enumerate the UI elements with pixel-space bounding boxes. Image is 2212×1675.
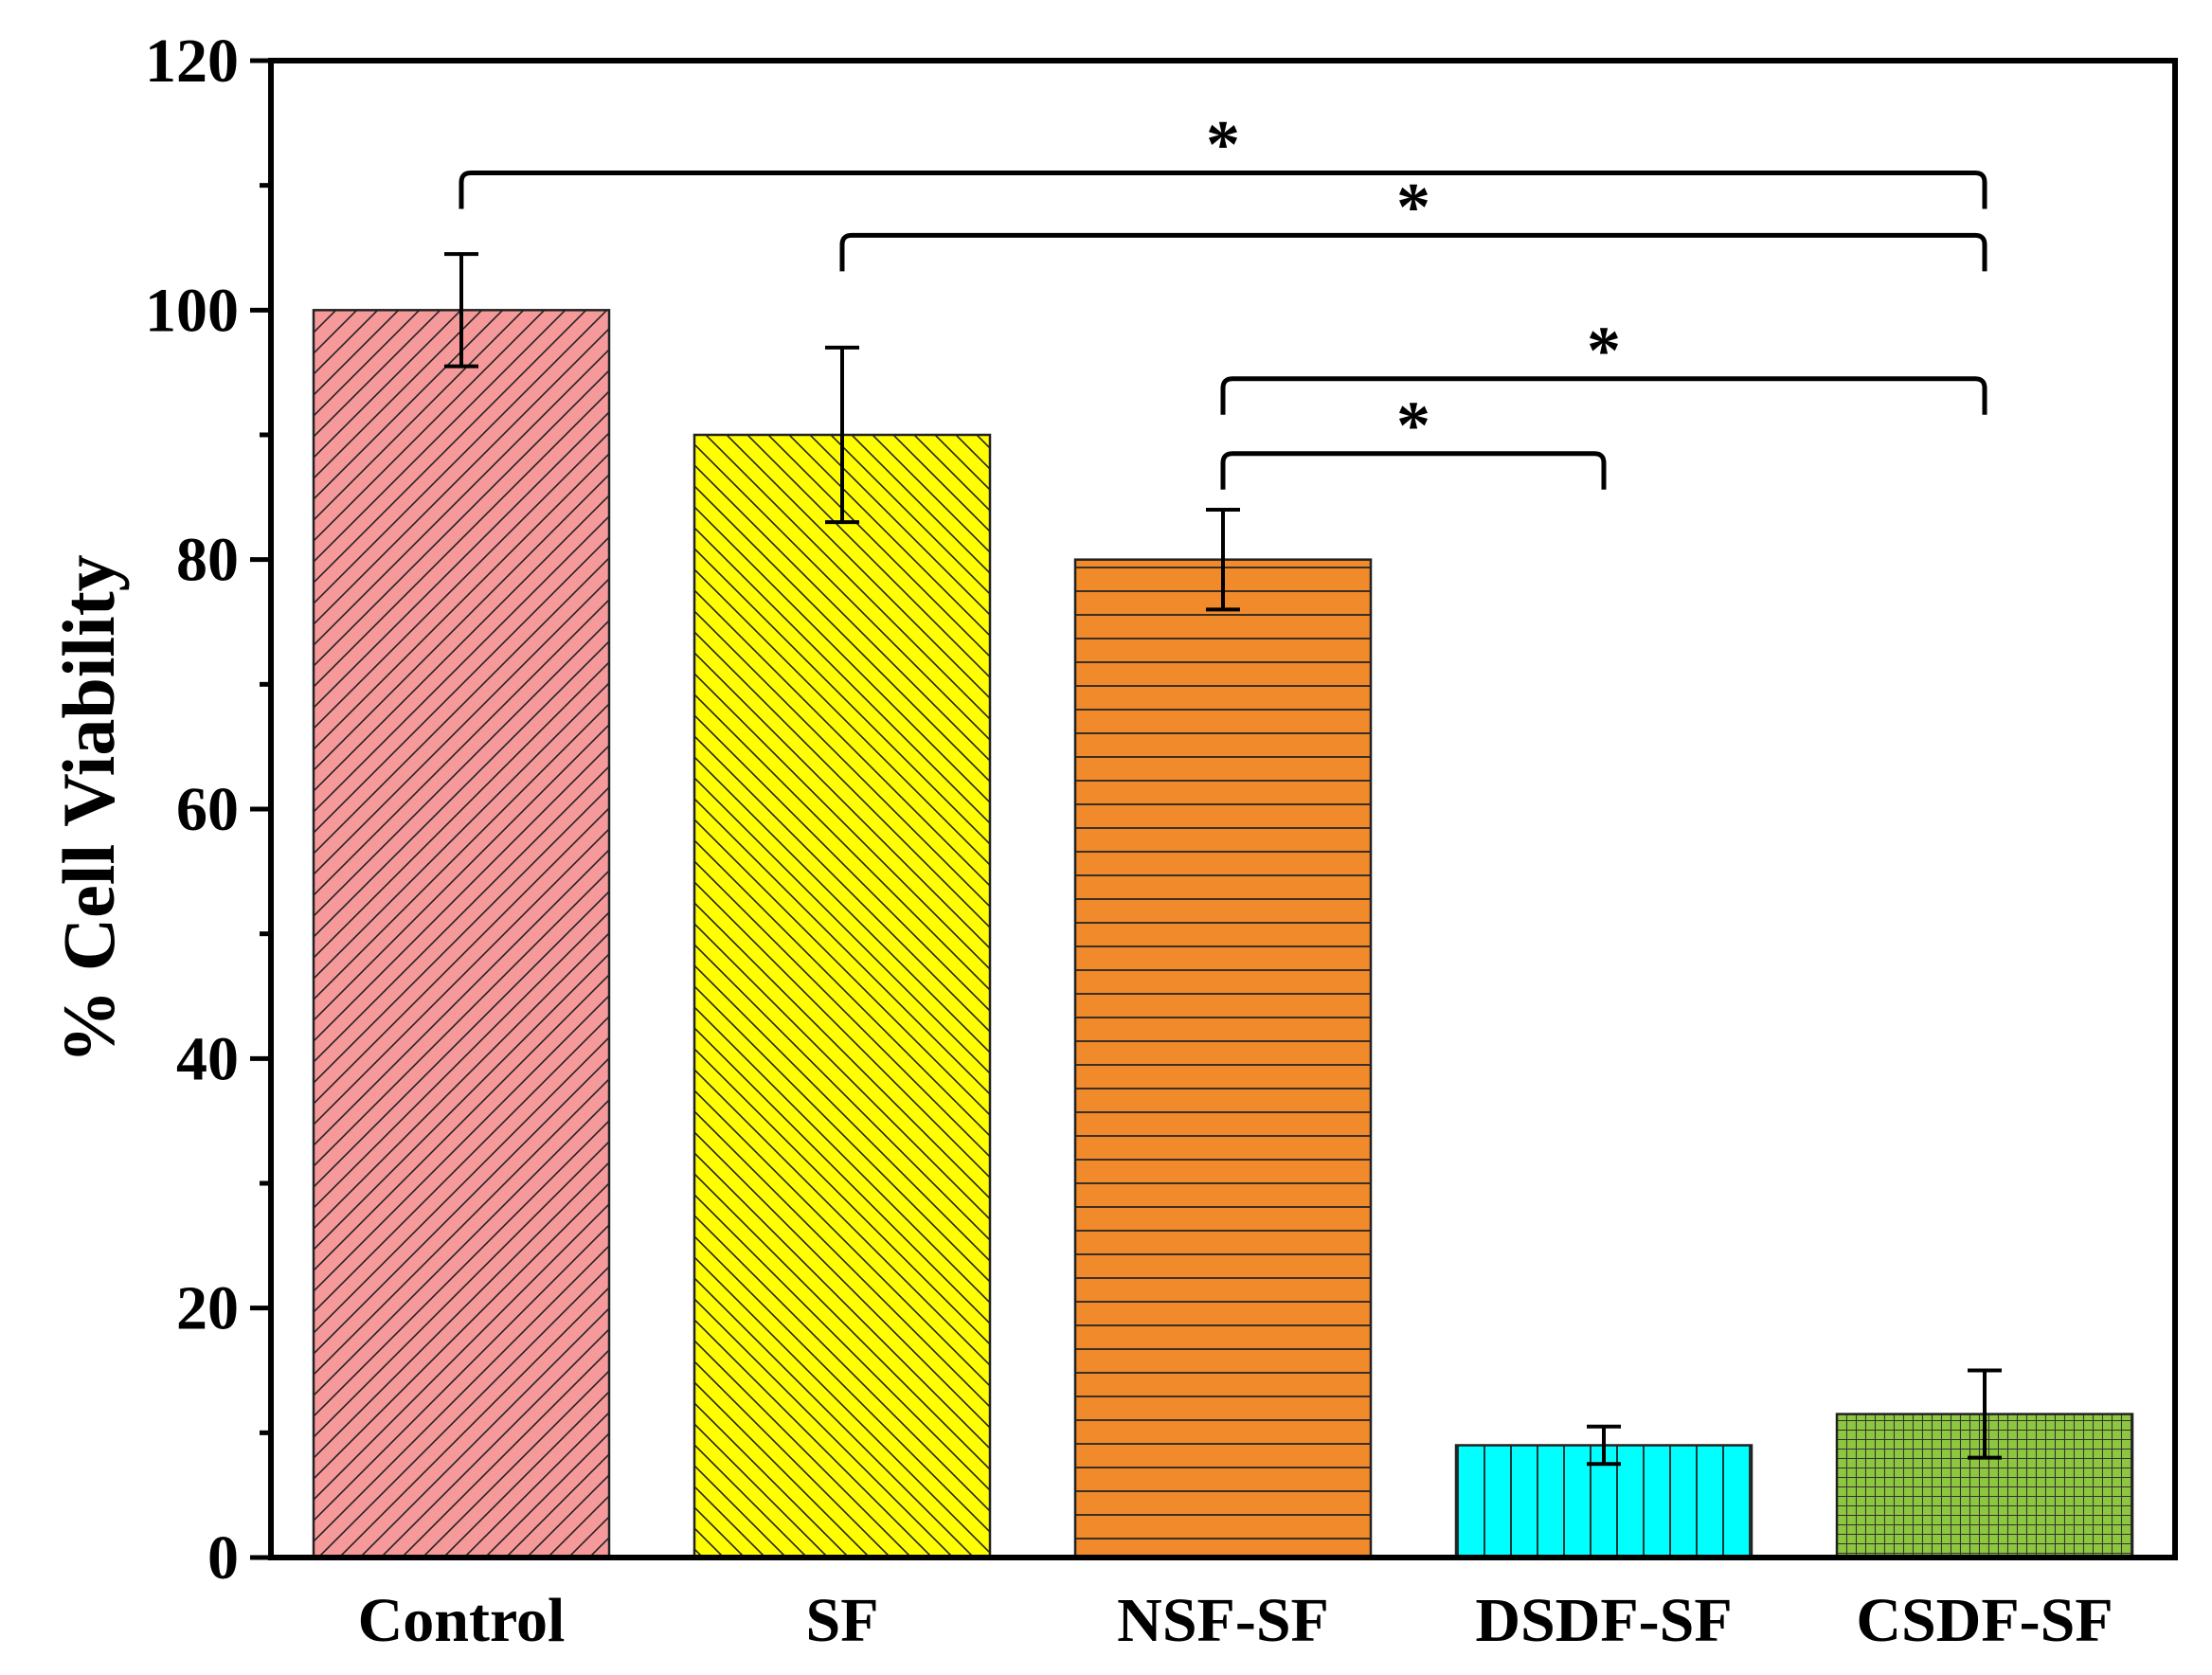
y-tick-label: 100: [145, 276, 239, 345]
error-bars-layer: [444, 252, 2002, 1467]
significance-star: *: [1587, 313, 1621, 388]
significance-star: *: [1206, 107, 1240, 183]
x-tick-label: DSDF-SF: [1475, 1586, 1732, 1655]
significance-bracket: *: [459, 107, 1987, 209]
significance-bracket: *: [1220, 387, 1607, 490]
error-bar-dsdf-sf: [1587, 1424, 1621, 1467]
error-bar-nsf-sf: [1206, 508, 1240, 612]
significance-bracket: *: [1220, 313, 1987, 415]
error-bar-csdf-sf: [1968, 1368, 2002, 1460]
bar-nsf-sf: [1073, 558, 1373, 1559]
significance-layer: * * * *: [459, 107, 1987, 490]
bar-sf: [692, 433, 992, 1559]
bars-layer: [312, 309, 2134, 1559]
x-tick-label: CSDF-SF: [1856, 1586, 2113, 1655]
significance-star: *: [1396, 387, 1430, 463]
axes-layer: 0 20 40 60 80 100 120 Control SF NSF-SF DSDF-SF CSD…: [145, 27, 2178, 1655]
y-tick-label: 120: [145, 27, 239, 96]
y-tick-label: 0: [207, 1523, 239, 1593]
error-bar-control: [444, 252, 478, 369]
y-tick-label: 40: [176, 1024, 239, 1093]
significance-bracket: *: [839, 169, 1987, 272]
x-tick-label: Control: [358, 1586, 566, 1655]
y-tick-label: 20: [176, 1274, 239, 1343]
significance-star: *: [1396, 169, 1430, 244]
y-tick-label: 60: [176, 775, 239, 844]
x-tick-label: SF: [805, 1586, 878, 1655]
bar-control: [312, 309, 611, 1559]
y-axis-title: % Cell Viability: [47, 554, 130, 1063]
x-tick-label: NSF-SF: [1117, 1586, 1329, 1655]
error-bar-sf: [825, 345, 859, 525]
y-tick-label: 80: [176, 526, 239, 595]
